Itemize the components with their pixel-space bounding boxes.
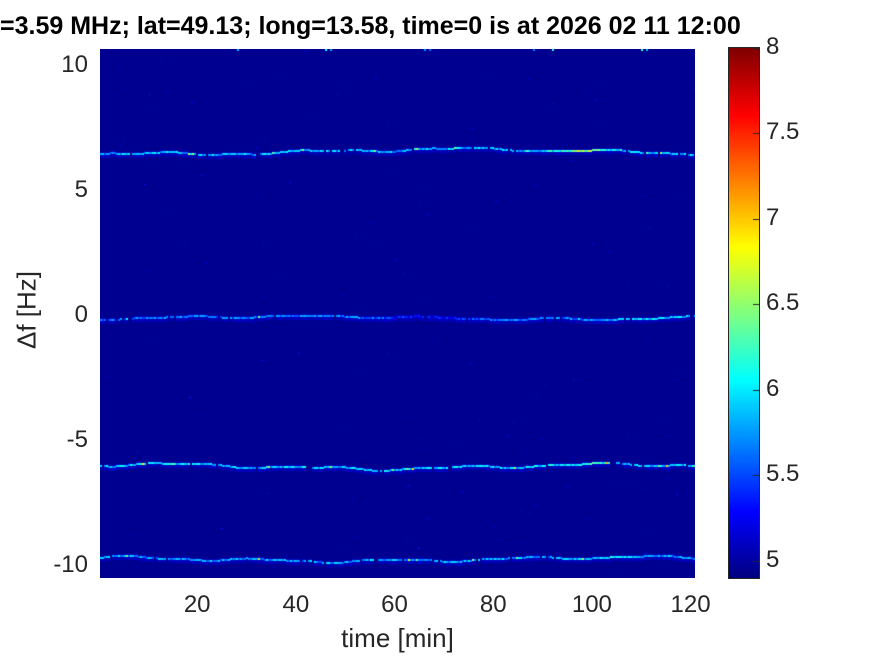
- y-tick-label: 10: [61, 51, 88, 79]
- x-axis-label: time [min]: [341, 623, 454, 653]
- x-tick-label: 60: [381, 591, 408, 618]
- colorbar-tick-label: 6.5: [766, 289, 800, 317]
- colorbar-tick-label: 5: [766, 545, 780, 573]
- y-axis-label: Δf [Hz]: [11, 270, 42, 350]
- x-tick-label: 120: [670, 591, 711, 618]
- spectrogram-heatmap: [100, 49, 695, 578]
- figure-title: =3.59 MHz; lat=49.13; long=13.58, time=0…: [0, 12, 741, 40]
- y-tick-label: -5: [66, 426, 88, 454]
- colorbar-tick-label: 7.5: [766, 118, 800, 146]
- x-tick-label: 100: [571, 591, 612, 618]
- colorbar-tick-label: 7: [766, 203, 780, 231]
- y-tick-label: -10: [53, 551, 88, 579]
- colorbar: [728, 47, 760, 579]
- colorbar-tick-label: 5.5: [766, 460, 800, 488]
- colorbar-tick-label: 8: [766, 33, 780, 60]
- x-tick-label: 80: [479, 591, 507, 618]
- x-tick-label: 20: [183, 591, 211, 618]
- y-tick-label: 0: [74, 301, 88, 329]
- x-tick-label: 40: [282, 591, 310, 618]
- colorbar-tick-label: 6: [766, 374, 780, 402]
- y-tick-label: 5: [74, 176, 88, 204]
